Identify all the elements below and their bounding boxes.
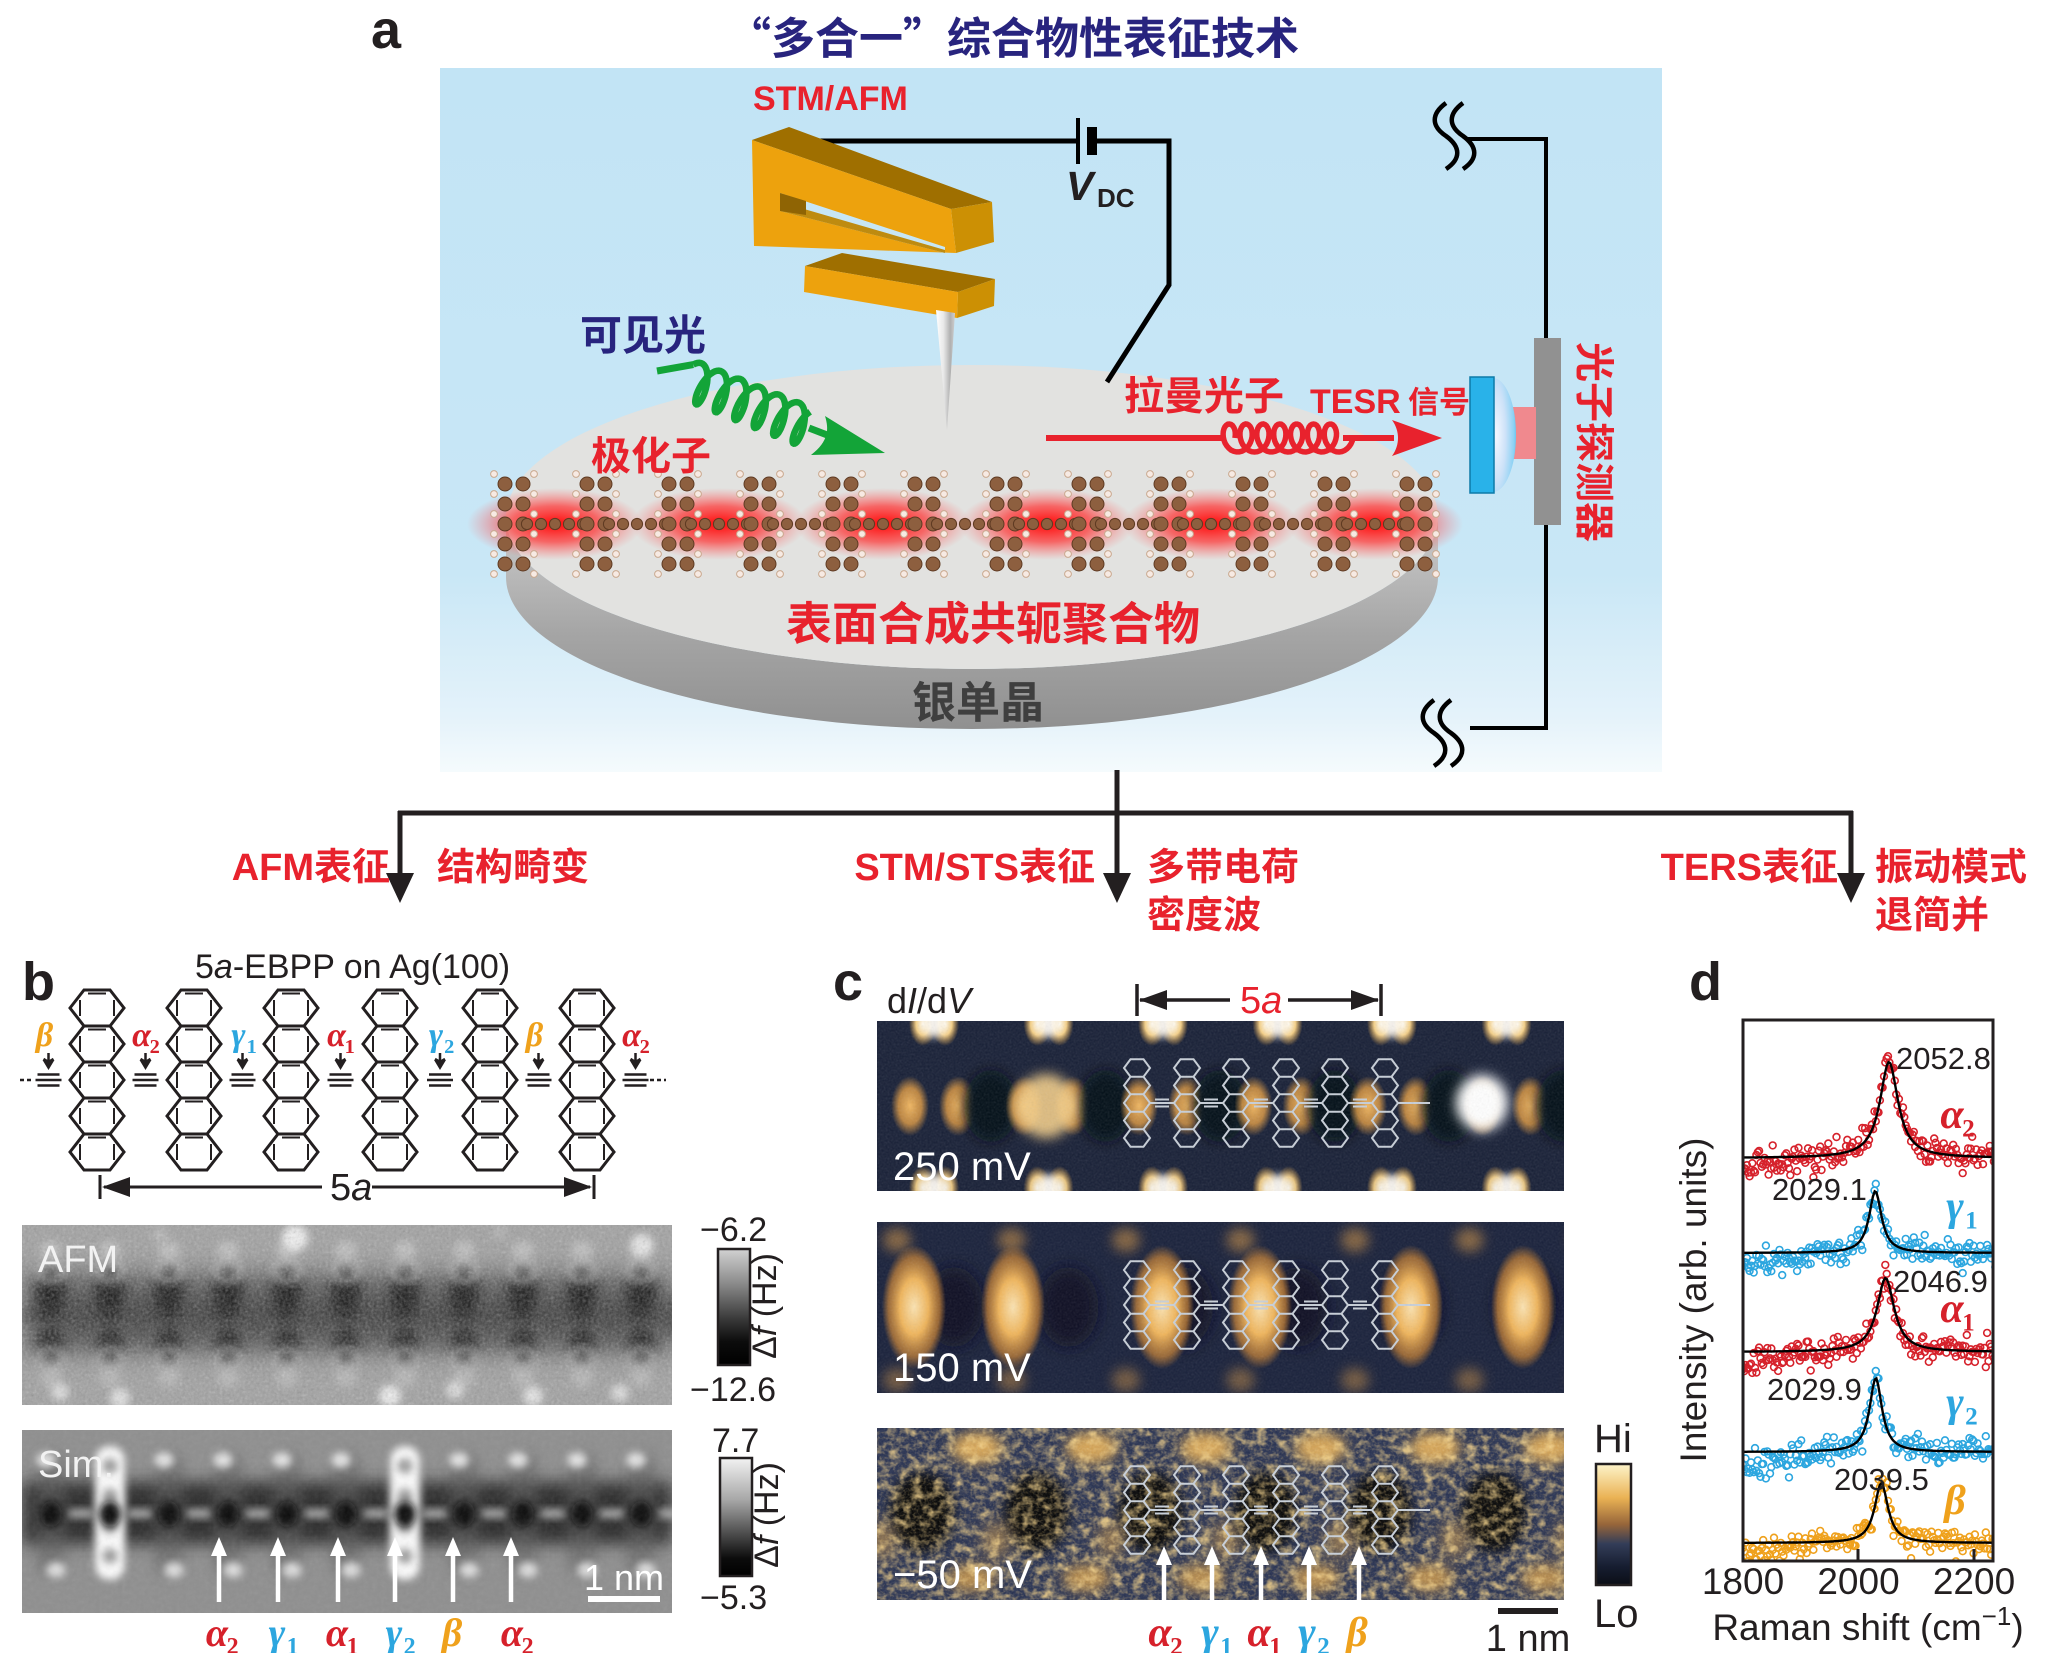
svg-text:Δf (Hz): Δf (Hz) xyxy=(746,1253,784,1359)
svg-text:−50 mV: −50 mV xyxy=(893,1553,1032,1597)
svg-text:2052.8: 2052.8 xyxy=(1896,1041,1991,1076)
svg-text:γ: γ xyxy=(1201,1610,1219,1653)
svg-text:2: 2 xyxy=(1965,1403,1978,1430)
svg-text:7.7: 7.7 xyxy=(712,1422,759,1460)
svg-text:1800: 1800 xyxy=(1702,1561,1784,1602)
svg-text:d: d xyxy=(1689,952,1722,1012)
svg-text:TERS: TERS xyxy=(1661,847,1762,889)
svg-text:β: β xyxy=(34,1017,54,1054)
svg-text:2: 2 xyxy=(1170,1633,1183,1653)
svg-text:γ: γ xyxy=(1298,1610,1316,1653)
svg-text:a: a xyxy=(371,0,402,60)
svg-text:5a-EBPP on Ag(100): 5a-EBPP on Ag(100) xyxy=(195,948,510,986)
svg-text:β: β xyxy=(1344,1610,1368,1653)
svg-text:1: 1 xyxy=(1220,1633,1233,1653)
svg-text:1 nm: 1 nm xyxy=(1486,1618,1570,1653)
svg-text:α: α xyxy=(501,1610,524,1653)
svg-text:2039.5: 2039.5 xyxy=(1834,1462,1929,1497)
svg-text:α: α xyxy=(206,1610,229,1653)
svg-text:γ: γ xyxy=(429,1017,444,1054)
svg-text:Δf (Hz): Δf (Hz) xyxy=(748,1462,786,1568)
svg-text:Lo: Lo xyxy=(1594,1592,1639,1636)
svg-text:1: 1 xyxy=(345,1036,355,1058)
svg-text:1: 1 xyxy=(1965,1207,1978,1234)
svg-text:1 nm: 1 nm xyxy=(584,1557,664,1598)
svg-text:1: 1 xyxy=(1269,1633,1282,1653)
svg-text:2: 2 xyxy=(522,1634,534,1653)
svg-text:b: b xyxy=(22,952,55,1012)
svg-text:2029.9: 2029.9 xyxy=(1767,1372,1862,1407)
svg-text:1: 1 xyxy=(1962,1309,1975,1336)
svg-text:2: 2 xyxy=(640,1036,650,1058)
svg-text:α: α xyxy=(326,1610,349,1653)
svg-text:Sim.: Sim. xyxy=(38,1444,114,1486)
svg-text:2: 2 xyxy=(150,1036,160,1058)
svg-text:γ: γ xyxy=(269,1610,286,1653)
svg-text:AFM: AFM xyxy=(38,1239,118,1281)
svg-text:2: 2 xyxy=(404,1634,416,1653)
svg-text:STM/AFM: STM/AFM xyxy=(753,80,908,118)
svg-text:2: 2 xyxy=(1317,1633,1330,1653)
svg-text:STM/STS: STM/STS xyxy=(854,847,1019,889)
svg-text:dI/dV: dI/dV xyxy=(887,980,974,1021)
svg-text:α: α xyxy=(1940,1286,1964,1332)
svg-text:c: c xyxy=(833,952,863,1012)
svg-text:γ: γ xyxy=(386,1610,403,1653)
svg-text:2: 2 xyxy=(227,1634,239,1653)
svg-text:2200: 2200 xyxy=(1933,1561,2015,1602)
svg-text:2: 2 xyxy=(1962,1115,1975,1142)
svg-text:α: α xyxy=(1247,1610,1271,1653)
svg-text:γ: γ xyxy=(231,1017,246,1054)
svg-text:1: 1 xyxy=(287,1634,299,1653)
svg-text:5a: 5a xyxy=(330,1167,372,1209)
svg-text:β: β xyxy=(1942,1478,1966,1524)
svg-text:β: β xyxy=(524,1017,544,1054)
svg-text:2029.1: 2029.1 xyxy=(1772,1172,1867,1207)
svg-text:α: α xyxy=(1940,1092,1964,1138)
svg-text:1: 1 xyxy=(347,1634,359,1653)
svg-text:2000: 2000 xyxy=(1817,1561,1899,1602)
svg-text:−12.6: −12.6 xyxy=(690,1371,776,1409)
svg-text:AFM: AFM xyxy=(232,847,314,889)
svg-text:Intensity (arb. units): Intensity (arb. units) xyxy=(1673,1138,1714,1463)
svg-text:α: α xyxy=(1148,1610,1172,1653)
svg-text:5a: 5a xyxy=(1240,980,1282,1022)
svg-text:V: V xyxy=(1066,163,1097,209)
svg-text:β: β xyxy=(440,1610,463,1653)
svg-text:150 mV: 150 mV xyxy=(893,1346,1031,1390)
svg-text:−5.3: −5.3 xyxy=(700,1579,767,1617)
svg-text:−6.2: −6.2 xyxy=(700,1211,767,1249)
svg-text:250 mV: 250 mV xyxy=(893,1145,1031,1189)
svg-text:α: α xyxy=(327,1017,347,1054)
svg-text:α: α xyxy=(622,1017,642,1054)
svg-text:γ: γ xyxy=(1946,1380,1964,1426)
svg-text:Hi: Hi xyxy=(1594,1417,1632,1461)
svg-text:α: α xyxy=(132,1017,152,1054)
svg-text:Raman shift (cm−1): Raman shift (cm−1) xyxy=(1712,1601,2023,1648)
svg-text:DC: DC xyxy=(1097,183,1135,213)
svg-text:2046.9: 2046.9 xyxy=(1893,1264,1988,1299)
svg-text:γ: γ xyxy=(1946,1184,1964,1230)
svg-text:2: 2 xyxy=(444,1036,454,1058)
svg-text:1: 1 xyxy=(247,1036,257,1058)
svg-text:TESR: TESR xyxy=(1310,383,1401,421)
